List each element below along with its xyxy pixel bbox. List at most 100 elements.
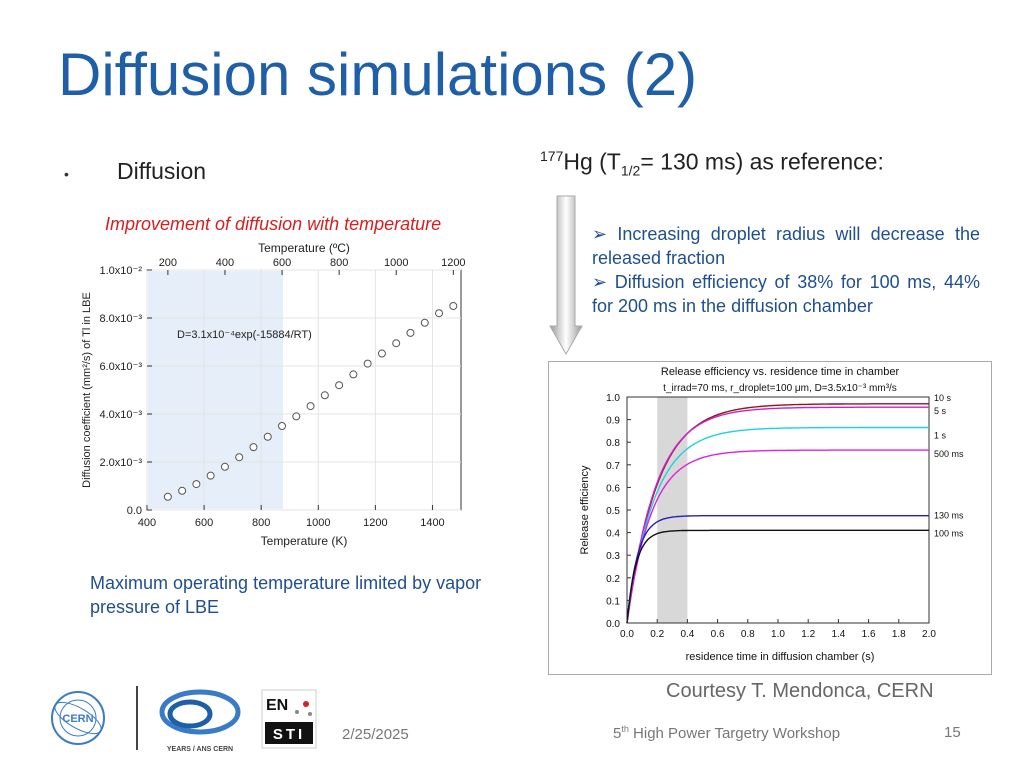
data-point — [435, 309, 444, 318]
y-tick-label: 0.9 — [606, 416, 620, 427]
isotope-number: 177 — [540, 148, 564, 164]
data-point — [420, 318, 429, 327]
y-axis-label: Diffusion coefficient (mm²/s) of Tl in L… — [81, 292, 93, 488]
reference-heading: 177Hg (T1/2= 130 ms) as reference: — [540, 148, 884, 178]
data-point — [263, 432, 272, 441]
workshop-ordinal-suffix: th — [621, 724, 629, 734]
data-point — [363, 359, 372, 368]
y-tick-label: 4.0x10⁻³ — [100, 409, 143, 421]
chart-caption: Improvement of diffusion with temperatur… — [105, 214, 442, 234]
x-tick-label: 1000 — [306, 517, 330, 529]
footer-logos: CERN YEARS / ANS CERN EN STI — [51, 686, 317, 753]
x2-axis-label: Temperature (ºC) — [258, 241, 350, 255]
x-tick-label: 1.2 — [801, 629, 815, 640]
x-tick-label: 2.0 — [922, 629, 936, 640]
series-label: 1 s — [934, 431, 947, 441]
x2-tick-label: 400 — [216, 257, 234, 269]
temperature-limit-note: Maximum operating temperature limited by… — [90, 573, 482, 617]
y-tick-label: 0.2 — [606, 574, 620, 585]
page-number: 15 — [944, 724, 961, 741]
finding-item: ➢ Increasing droplet radius will decreas… — [592, 224, 980, 268]
cern-logo-text: CERN — [62, 713, 93, 725]
workshop-name: High Power Targetry Workshop — [628, 725, 841, 742]
x2-tick-label: 1000 — [384, 257, 408, 269]
y-tick-label: 0.7 — [606, 461, 620, 472]
x-tick-label: 0.4 — [680, 629, 694, 640]
data-point — [449, 302, 458, 310]
series-label: 500 ms — [934, 449, 964, 459]
x-tick-label: 1400 — [420, 517, 444, 529]
page-title: Diffusion simulations (2) — [58, 41, 698, 108]
x-tick-label: 600 — [195, 517, 213, 529]
y-tick-label: 0.1 — [606, 596, 620, 607]
data-point — [292, 412, 301, 421]
series-line — [626, 529, 929, 624]
series-line — [626, 426, 929, 624]
y-tick-label: 1.0 — [606, 393, 620, 404]
y-tick-label: 0.8 — [606, 438, 620, 449]
sti-text: STI — [273, 726, 305, 743]
x2-tick-label: 200 — [159, 257, 177, 269]
sixty-years-text: YEARS / ANS CERN — [167, 746, 233, 753]
data-point — [392, 339, 401, 348]
chart-title: Release efficiency vs. residence time in… — [661, 366, 900, 378]
data-point — [235, 453, 244, 462]
footer-date: 2/25/2025 — [342, 726, 409, 743]
bullet-marker: • — [64, 166, 69, 182]
y-tick-label: 0.0 — [127, 505, 142, 517]
workshop-ordinal: 5 — [613, 725, 622, 742]
footer-workshop: 5th High Power Targetry Workshop — [613, 724, 840, 742]
bullet-text: Diffusion — [117, 158, 207, 184]
finding-item: ➢ Diffusion efficiency of 38% for 100 ms… — [592, 272, 980, 316]
x-axis-label: Temperature (K) — [261, 534, 348, 548]
y-tick-label: 8.0x10⁻³ — [100, 313, 143, 325]
temperature-shaded-region — [148, 271, 284, 509]
x-tick-label: 1.4 — [831, 629, 845, 640]
en-sti-logo: EN STI — [261, 689, 317, 749]
x-tick-label: 800 — [252, 517, 270, 529]
x-axis-label: residence time in diffusion chamber (s) — [686, 651, 875, 663]
x-tick-label: 400 — [138, 517, 156, 529]
data-point — [349, 370, 358, 379]
y-tick-label: 0.5 — [606, 506, 620, 517]
y-tick-label: 6.0x10⁻³ — [100, 361, 143, 373]
diffusion-coefficient-chart: 400 600 800 1000 1200 1400 200 400 600 800 1000 12… — [81, 241, 466, 548]
x-tick-label: 1.8 — [892, 629, 906, 640]
x-tick-label: 1.0 — [771, 629, 785, 640]
chart-subtitle: t_irrad=70 ms, r_droplet=100 μm, D=3.5x1… — [663, 383, 897, 394]
en-text: EN — [266, 697, 288, 714]
y-tick-label: 0.6 — [606, 483, 620, 494]
y-tick-label: 0.4 — [606, 529, 620, 540]
series-label: 130 ms — [934, 511, 964, 521]
down-arrow-icon — [549, 195, 583, 356]
x-tick-label: 1200 — [363, 517, 387, 529]
fit-annotation: D=3.1x10⁻⁴exp(-15884/RT) — [177, 329, 312, 341]
reference-rest: = 130 ms) as reference: — [640, 148, 884, 175]
sixty-years-logo: YEARS / ANS CERN — [159, 689, 241, 753]
data-point — [178, 486, 187, 495]
courtesy-credit: Courtesy T. Mendonca, CERN — [666, 680, 934, 702]
series-line — [626, 449, 929, 624]
data-point — [335, 381, 344, 390]
x2-tick-label: 1200 — [441, 257, 465, 269]
y-tick-label: 0.3 — [606, 551, 620, 562]
chart-border — [548, 361, 992, 675]
x2-tick-label: 800 — [330, 257, 348, 269]
y-tick-label: 1.0x10⁻² — [100, 265, 143, 277]
data-point — [320, 391, 329, 400]
x-tick-label: 1.6 — [862, 629, 876, 640]
data-point — [278, 422, 287, 430]
half-life-sub: 1/2 — [620, 162, 641, 179]
y-tick-label: 0.0 — [606, 619, 620, 630]
x-tick-label: 0.8 — [741, 629, 755, 640]
y-axis-label: Release efficiency — [579, 465, 591, 555]
release-efficiency-chart: 10 s 5 s 1 s 500 ms 130 ms 100 ms 0.0 0.2 0.4 0.… — [548, 361, 992, 675]
data-point — [163, 492, 172, 501]
cern-logo: CERN — [51, 691, 105, 745]
y-tick-label: 2.0x10⁻³ — [100, 457, 143, 469]
series-label: 5 s — [934, 406, 947, 416]
isotope-element: Hg (T — [563, 148, 621, 175]
findings-list: ➢ Increasing droplet radius will decreas… — [592, 222, 980, 318]
x2-tick-label: 600 — [273, 257, 291, 269]
data-point — [206, 471, 215, 480]
